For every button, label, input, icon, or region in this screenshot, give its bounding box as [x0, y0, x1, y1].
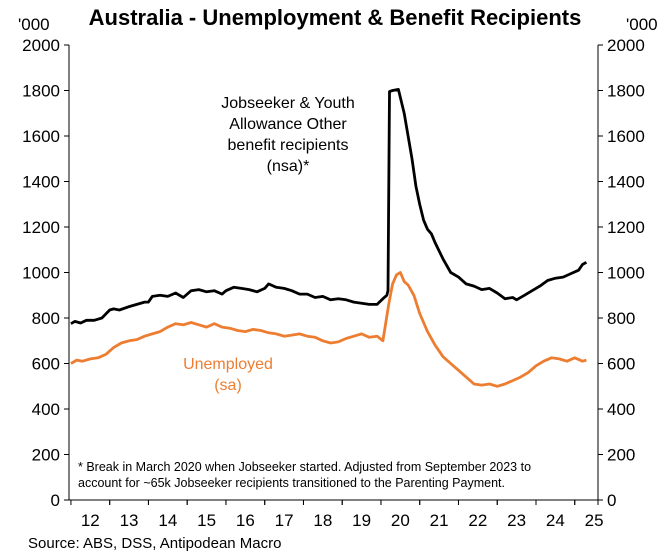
series-lines	[70, 88, 588, 388]
x-tick-label: 20	[391, 511, 410, 530]
x-tick-label: 21	[430, 511, 449, 530]
y-tick-label-right: 400	[607, 400, 635, 419]
jobseeker-label-line: Jobseeker & Youth	[221, 95, 354, 112]
y-tick-label-left: 2000	[22, 36, 60, 55]
y-tick-label-left: 800	[32, 309, 60, 328]
y-tick-label-right: 0	[607, 491, 616, 510]
x-tick-label: 17	[275, 511, 294, 530]
y-tick-label-right: 800	[607, 309, 635, 328]
y-tick-label-left: 200	[32, 446, 60, 465]
series-line-unemployed	[70, 271, 587, 388]
x-tick-label: 15	[197, 511, 216, 530]
y-tick-label-right: 200	[607, 446, 635, 465]
unit-label-right: '000	[626, 15, 658, 34]
y-tick-label-right: 1400	[607, 173, 645, 192]
y-tick-label-right: 600	[607, 355, 635, 374]
y-tick-label-left: 600	[32, 355, 60, 374]
y-tick-label-left: 1400	[22, 173, 60, 192]
x-tick-label: 13	[120, 511, 139, 530]
footnote-line-1: * Break in March 2020 when Jobseeker sta…	[78, 460, 531, 474]
x-tick-label: 18	[313, 511, 332, 530]
x-tick-label: 16	[236, 511, 255, 530]
y-tick-label-right: 1200	[607, 218, 645, 237]
source-note: Source: ABS, DSS, Antipodean Macro	[28, 535, 281, 552]
series-line-jobseeker	[70, 88, 588, 325]
x-tick-label: 22	[468, 511, 487, 530]
jobseeker-label-line: benefit recipients	[228, 137, 349, 154]
jobseeker-label-line: (nsa)*	[267, 158, 310, 175]
y-tick-label-left: 400	[32, 400, 60, 419]
y-tick-label-right: 1800	[607, 82, 645, 101]
y-tick-label-left: 1000	[22, 264, 60, 283]
x-tick-label: 23	[507, 511, 526, 530]
series-labels: Jobseeker & Youth Allowance Other benefit …	[183, 95, 355, 394]
footnote-line-2: account for ~65k Jobseeker recipients tr…	[78, 476, 505, 490]
y-tick-label-left: 1200	[22, 218, 60, 237]
y-tick-label-left: 1800	[22, 82, 60, 101]
x-tick-label: 14	[158, 511, 177, 530]
x-tick-label: 19	[352, 511, 371, 530]
unemployed-label-line: Unemployed	[183, 356, 273, 373]
chart-title: Australia - Unemployment & Benefit Recip…	[89, 5, 582, 30]
unit-label-left: '000	[18, 15, 50, 34]
jobseeker-label-line: Allowance Other	[229, 116, 347, 133]
x-tick-label: 12	[81, 511, 100, 530]
x-tick-label: 24	[546, 511, 565, 530]
y-tick-label-right: 2000	[607, 36, 645, 55]
unemployed-label-line: (sa)	[214, 377, 242, 394]
x-tick-label: 25	[585, 511, 604, 530]
y-tick-label-right: 1600	[607, 127, 645, 146]
axes: 0 0 200 200 400 400 600 600 800 800 1000 1000 1200 12…	[22, 36, 645, 530]
y-tick-label-left: 0	[51, 491, 60, 510]
y-tick-label-right: 1000	[607, 264, 645, 283]
y-tick-label-left: 1600	[22, 127, 60, 146]
